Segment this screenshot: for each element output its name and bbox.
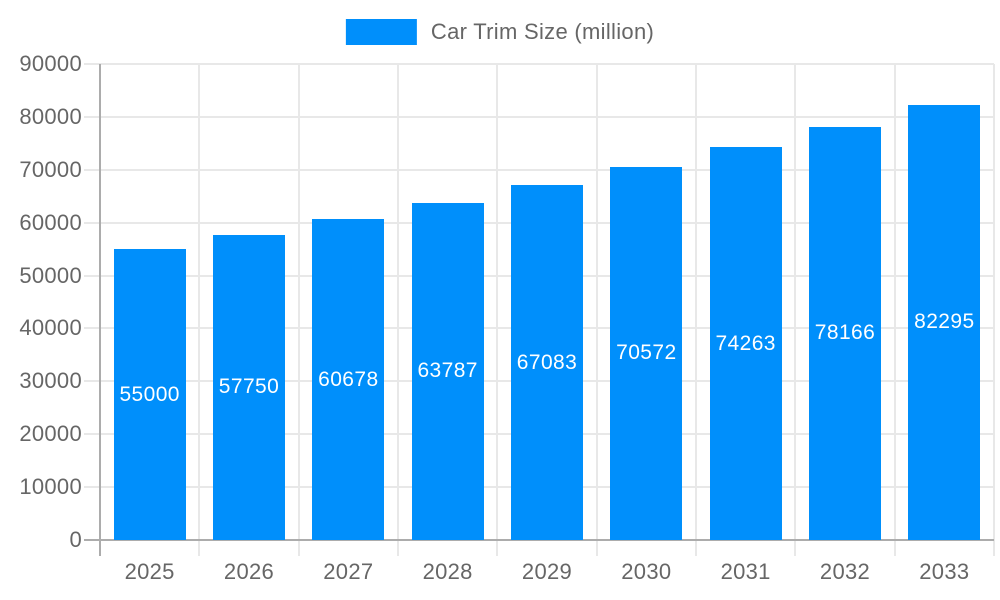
gridline-vertical (794, 64, 797, 540)
gridline-vertical (595, 64, 598, 540)
bar-value-label: 82295 (914, 310, 975, 334)
bar[interactable]: 74263 (709, 147, 782, 540)
bar-value-label: 74263 (715, 331, 776, 355)
legend-marker (345, 19, 417, 45)
gridline-vertical (993, 64, 995, 540)
y-tick-label: 60000 (19, 209, 82, 235)
x-tick-label: 2029 (521, 559, 573, 584)
y-tick-label: 70000 (19, 156, 82, 182)
x-tick-label: 2032 (819, 559, 871, 584)
x-axis-tick (993, 540, 995, 556)
y-tick-label: 10000 (19, 474, 82, 500)
y-axis-tick (84, 63, 100, 65)
bar-value-label: 63787 (417, 359, 478, 383)
y-axis-tick (84, 168, 100, 171)
gridline-vertical (297, 64, 300, 540)
x-tick-label: 2027 (323, 559, 374, 584)
x-axis-tick (595, 540, 598, 556)
gridline-vertical (496, 64, 499, 540)
y-axis-tick (84, 274, 100, 277)
x-axis-tick (297, 540, 300, 556)
y-tick-label: 0 (69, 527, 82, 552)
gridline-vertical (893, 64, 896, 540)
bar-value-label: 78166 (814, 321, 876, 345)
bar[interactable]: 67083 (511, 185, 583, 540)
bar[interactable]: 82295 (908, 104, 981, 540)
y-tick-label: 90000 (19, 51, 82, 76)
bar[interactable]: 63787 (411, 202, 484, 540)
y-axis-tick (84, 327, 100, 330)
bar-value-label: 67083 (516, 350, 578, 374)
bar[interactable]: 57750 (213, 234, 285, 540)
y-tick-label: 20000 (19, 421, 82, 447)
gridline-vertical (397, 64, 399, 540)
gridline-vertical (198, 64, 201, 540)
x-axis-tick (198, 540, 201, 556)
legend-label: Car Trim Size (million) (430, 19, 655, 44)
gridline-horizontal (100, 168, 994, 171)
x-tick-label: 2026 (223, 559, 275, 584)
y-tick-label: 40000 (19, 315, 82, 341)
legend-item[interactable]: Car Trim Size (million) (345, 19, 655, 45)
gridline-vertical (695, 64, 697, 540)
x-tick-label: 2028 (422, 559, 473, 584)
y-tick-label: 50000 (19, 262, 82, 288)
gridline-horizontal (100, 115, 994, 118)
bar[interactable]: 78166 (809, 126, 881, 540)
bar-value-label: 55000 (119, 382, 180, 406)
x-axis-tick (695, 540, 697, 556)
x-axis-tick (496, 540, 499, 556)
y-axis-tick (84, 221, 100, 224)
x-tick-label: 2030 (621, 559, 672, 584)
x-axis-line (84, 539, 994, 541)
y-tick-label: 80000 (19, 103, 82, 129)
x-axis-tick (893, 540, 896, 556)
x-tick-label: 2025 (124, 559, 175, 584)
bar[interactable]: 60678 (312, 219, 385, 540)
y-axis-tick (84, 486, 100, 489)
y-axis-tick (84, 433, 100, 436)
bar-value-label: 60678 (318, 367, 379, 391)
y-axis-tick (84, 380, 100, 383)
x-axis-tick (397, 540, 399, 556)
x-tick-label: 2033 (919, 559, 970, 584)
bar[interactable]: 70572 (610, 166, 683, 540)
y-axis-tick (84, 115, 100, 118)
x-axis-tick (794, 540, 797, 556)
x-tick-label: 2031 (720, 559, 771, 584)
bar-value-label: 70572 (616, 341, 677, 365)
y-axis-line (99, 64, 101, 556)
bar-value-label: 57750 (218, 375, 280, 399)
bar[interactable]: 55000 (113, 249, 186, 540)
y-tick-label: 30000 (19, 368, 82, 394)
gridline-horizontal (100, 63, 994, 65)
